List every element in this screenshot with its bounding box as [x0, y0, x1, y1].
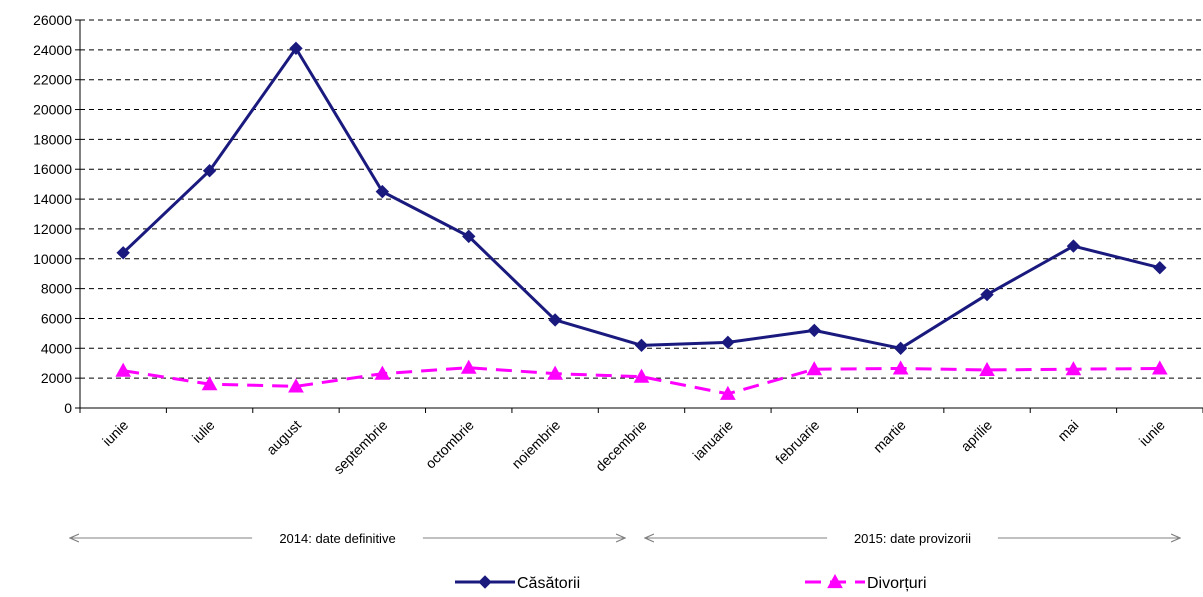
annotation-label: 2015: date provizorii	[854, 531, 971, 546]
data-point-triangle	[633, 368, 650, 383]
data-point-diamond	[202, 164, 217, 178]
y-tick-label: 16000	[33, 161, 72, 177]
series-line	[122, 46, 1161, 350]
data-point-triangle	[806, 361, 823, 376]
data-point-diamond	[893, 341, 908, 356]
x-tick-label: noiembrie	[508, 417, 563, 472]
series-casatorii	[116, 41, 1167, 356]
data-point-diamond	[807, 323, 821, 338]
annotation-label: 2014: date definitive	[279, 531, 395, 546]
x-tick-label: mai	[1054, 417, 1081, 444]
data-point-diamond	[116, 246, 130, 260]
x-tick-label: octombrie	[422, 417, 477, 472]
data-point-diamond	[980, 287, 994, 302]
data-point-triangle	[892, 360, 909, 375]
x-tick-label: septembrie	[330, 417, 390, 477]
x-tick-label: august	[263, 417, 304, 458]
y-tick-label: 24000	[33, 42, 72, 58]
data-point-diamond	[375, 184, 390, 199]
y-tick-label: 20000	[33, 102, 72, 118]
data-point-triangle	[201, 376, 218, 391]
data-point-diamond	[548, 313, 562, 327]
x-tick-label: iunie	[1136, 417, 1168, 449]
y-tick-label: 18000	[33, 131, 72, 147]
legend: Căsătorii Divorțuri	[455, 573, 927, 592]
data-point-diamond	[1153, 261, 1167, 275]
legend-label: Divorțuri	[867, 575, 927, 592]
x-tick-label: aprilie	[957, 417, 995, 455]
series-divorturi	[115, 359, 1168, 400]
y-tick-label: 6000	[41, 310, 72, 326]
data-point-diamond	[634, 338, 649, 353]
y-tick-label: 22000	[33, 72, 72, 88]
y-tick-label: 4000	[41, 340, 72, 356]
period-annotation-2: 2015: date provizorii	[645, 531, 1180, 546]
legend-label: Căsătorii	[517, 575, 580, 592]
y-tick-label: 0	[64, 400, 72, 416]
x-tick-label: ianuarie	[689, 417, 736, 464]
period-annotation-1: 2014: date definitive	[70, 531, 625, 546]
data-point-diamond	[289, 41, 303, 56]
data-point-triangle	[547, 365, 563, 380]
x-tick-label: martie	[870, 417, 909, 456]
data-point-triangle	[979, 361, 995, 377]
data-point-triangle	[288, 378, 304, 393]
data-point-diamond	[462, 229, 476, 244]
data-point-triangle	[1151, 360, 1168, 375]
legend-marker-diamond	[478, 575, 492, 589]
x-tick-label: februarie	[772, 417, 823, 468]
y-tick-label: 12000	[33, 221, 72, 237]
data-point-triangle	[374, 365, 391, 380]
y-tick-label: 26000	[33, 12, 72, 28]
axes: 0 2000 4000 6000 8000 10000 12000 14000 16000 180…	[33, 12, 1203, 477]
x-tick-label: iunie	[99, 417, 131, 449]
data-point-triangle	[1065, 361, 1082, 376]
y-tick-label: 14000	[33, 191, 72, 207]
legend-marker-triangle	[827, 573, 843, 589]
period-annotations: 2014: date definitive 2015: date provizor…	[70, 531, 1180, 546]
legend-item-divorturi: Divorțuri	[805, 573, 927, 592]
x-tick-label: iulie	[189, 417, 218, 446]
y-tick-label: 2000	[41, 370, 72, 386]
data-point-triangle	[460, 359, 477, 374]
data-point-diamond	[1066, 239, 1081, 253]
series	[115, 41, 1168, 400]
x-tick-label: decembrie	[592, 417, 650, 475]
y-tick-label: 8000	[41, 281, 72, 297]
data-point-diamond	[721, 335, 735, 350]
data-point-triangle	[115, 362, 132, 377]
gridlines	[80, 19, 1203, 379]
data-point-triangle	[720, 385, 736, 400]
y-tick-label: 10000	[33, 251, 72, 267]
legend-item-casatorii: Căsătorii	[455, 575, 580, 592]
